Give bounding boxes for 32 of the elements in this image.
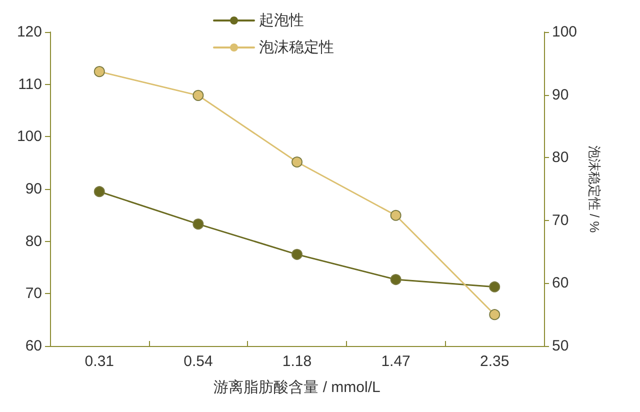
y-tick-label: 70 <box>25 285 42 302</box>
point <box>390 274 402 286</box>
x-tick-label: 2.35 <box>480 353 510 370</box>
y-tick-label: 60 <box>25 338 42 354</box>
y2-tick-label: 90 <box>552 86 569 104</box>
point <box>489 309 500 320</box>
y-tick-label: 90 <box>25 180 42 198</box>
point <box>192 218 204 230</box>
x-tick-label: 1.47 <box>381 353 410 370</box>
legend-label: 起泡性 <box>259 12 304 29</box>
legend-label: 泡沫稳定性 <box>259 39 334 56</box>
point <box>390 210 402 221</box>
x-tick-label: 0.31 <box>84 353 114 370</box>
point <box>292 248 302 260</box>
x-axis-title: 游离脂肪酸含量 / mmol/L <box>214 379 380 396</box>
y-tick-label: 80 <box>25 232 42 250</box>
y2-axis-title: 泡沫稳定性 / % <box>586 145 602 234</box>
y-tick-label: 100 <box>16 128 42 146</box>
point <box>94 66 105 78</box>
point <box>489 281 500 292</box>
point <box>292 156 302 168</box>
x-tick-label: 0.54 <box>184 353 213 370</box>
x-tick-label: 1.18 <box>282 353 312 370</box>
y2-tick-label: 70 <box>552 212 569 229</box>
y2-tick-label: 100 <box>552 24 578 40</box>
y2-tick-label: 50 <box>552 338 569 354</box>
y-tick-label: 110 <box>18 76 42 93</box>
y2-tick-label: 60 <box>552 274 569 292</box>
y-tick-label: 120 <box>16 24 42 40</box>
y2-tick-label: 80 <box>552 149 569 166</box>
point <box>192 90 204 101</box>
point <box>94 186 105 198</box>
